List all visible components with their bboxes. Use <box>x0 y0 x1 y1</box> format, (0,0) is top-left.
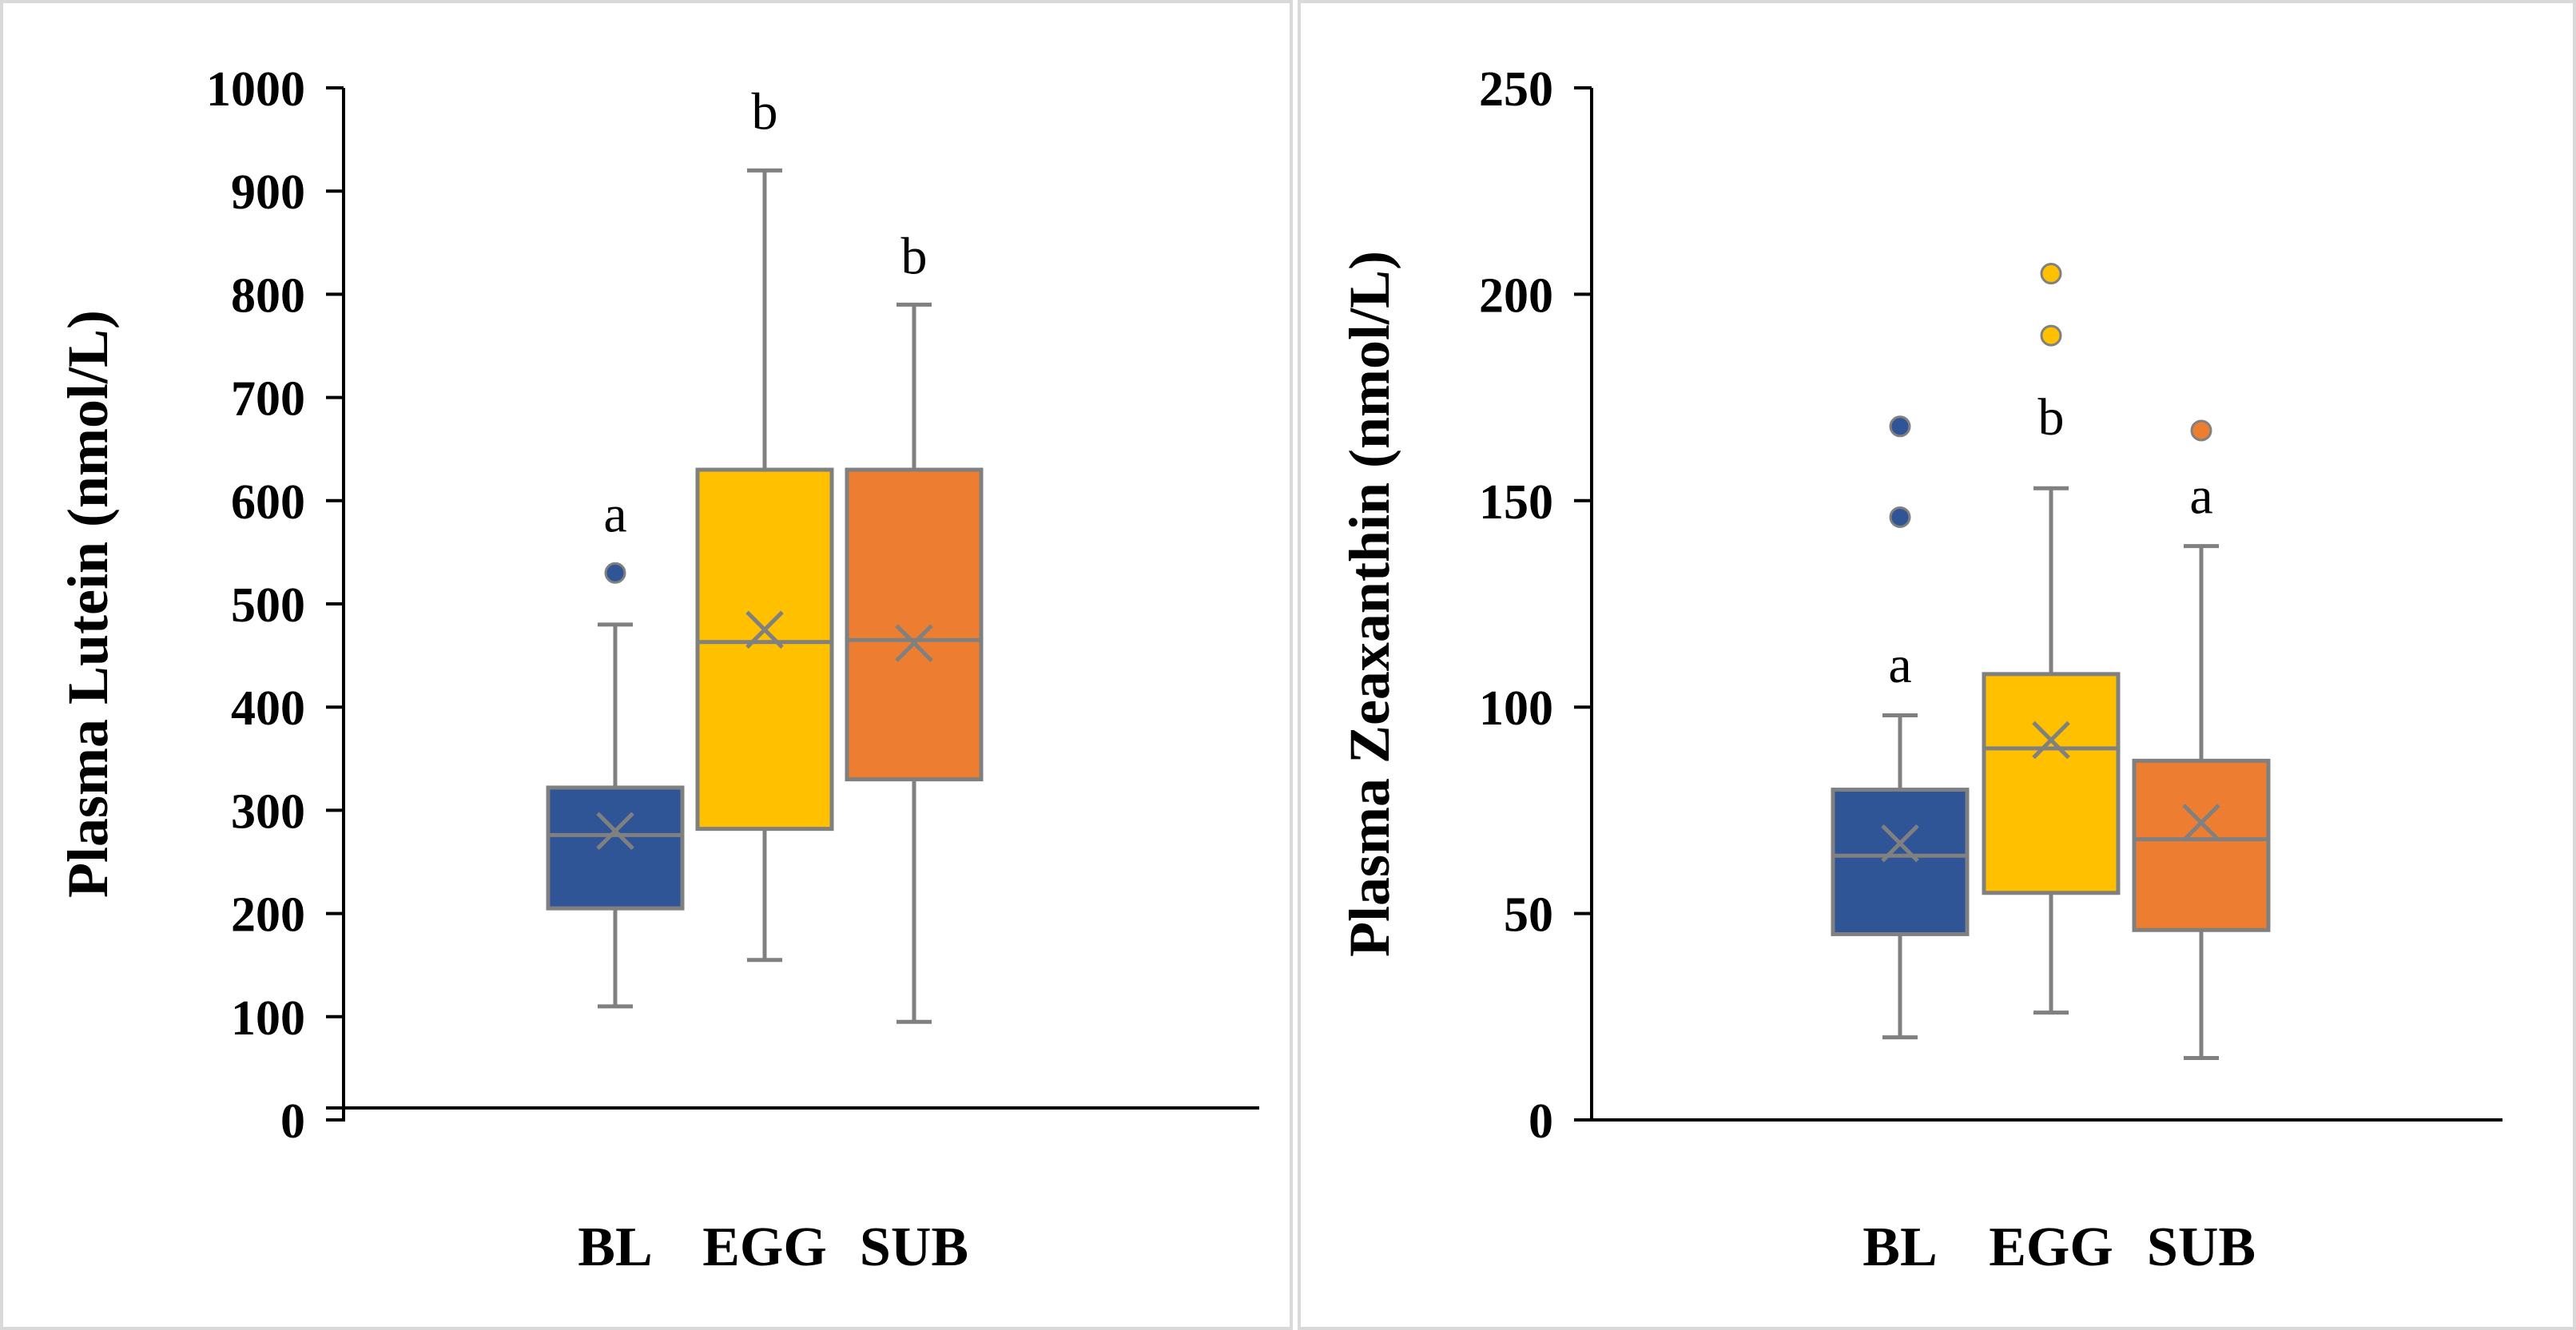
zeaxanthin-chart-panel: 0 50 100 150 200 250 Plasma Zeaxanthin (nmol/L… <box>1298 0 2576 1330</box>
significance-letter: b <box>901 228 928 286</box>
y-tick-label: 150 <box>1479 475 1553 530</box>
category-label: EGG <box>1989 1217 2113 1278</box>
y-tick-label: 250 <box>1479 62 1553 117</box>
y-tick-label: 200 <box>1479 268 1553 323</box>
box-sub <box>2132 758 2271 932</box>
y-tick-label: 1000 <box>206 62 305 117</box>
outlier-point <box>2040 324 2062 347</box>
box-bl <box>1831 788 1970 936</box>
y-tick-label: 800 <box>231 268 305 323</box>
y-tick-label: 100 <box>231 991 305 1046</box>
lutein-box-plot: 0 100 200 300 400 500 600 700 800 900 1000 Plasma L… <box>56 62 1259 1278</box>
y-tick-label: 900 <box>231 165 305 220</box>
outlier-point <box>1889 506 1911 528</box>
box-bl <box>546 785 685 911</box>
category-label: SUB <box>860 1217 968 1278</box>
outlier-point <box>2040 263 2062 285</box>
significance-letter: b <box>2038 388 2065 447</box>
lutein-chart-panel: 0 100 200 300 400 500 600 700 800 900 1000 Plasma L… <box>0 0 1293 1330</box>
y-tick-label: 0 <box>1529 1094 1553 1149</box>
mean-marker <box>895 624 933 662</box>
mean-marker <box>1881 824 1919 863</box>
y-tick-label: 500 <box>231 578 305 633</box>
category-label: BL <box>578 1217 652 1278</box>
box-sub <box>845 467 984 782</box>
box-egg <box>695 467 834 832</box>
significance-letter: b <box>752 83 778 141</box>
mean-marker <box>745 610 784 649</box>
mean-marker <box>596 812 634 851</box>
category-label: SUB <box>2147 1217 2256 1278</box>
category-label: EGG <box>702 1217 827 1278</box>
y-tick-label: 300 <box>231 784 305 839</box>
y-tick-label: 50 <box>1504 888 1553 943</box>
y-axis-title: Plasma Lutein (nmol/L) <box>56 310 120 898</box>
category-label: BL <box>1862 1217 1937 1278</box>
box-egg <box>1982 672 2121 895</box>
outlier-point <box>1889 415 1911 438</box>
outlier-point <box>2190 419 2212 442</box>
zeaxanthin-box-plot: 0 50 100 150 200 250 Plasma Zeaxanthin (nmol/L… <box>1338 62 2502 1278</box>
mean-marker <box>2032 721 2070 760</box>
y-tick-label: 100 <box>1479 681 1553 736</box>
significance-letter: a <box>1888 636 1911 694</box>
significance-letter: a <box>2189 466 2212 525</box>
outlier-point <box>604 562 626 584</box>
y-tick-label: 700 <box>231 372 305 427</box>
y-tick-label: 600 <box>231 475 305 530</box>
y-tick-label: 400 <box>231 681 305 736</box>
significance-letter: a <box>603 486 626 544</box>
y-axis-title: Plasma Zeaxanthin (nmol/L) <box>1338 251 1401 957</box>
y-tick-label: 0 <box>280 1094 305 1149</box>
mean-marker <box>2182 804 2220 842</box>
y-tick-label: 200 <box>231 888 305 943</box>
